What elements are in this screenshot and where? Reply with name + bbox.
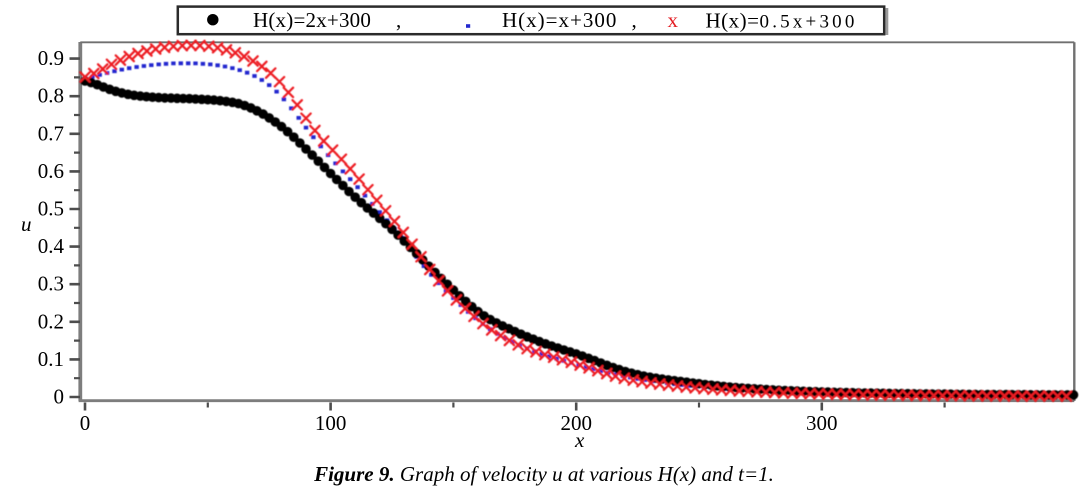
svg-text:0: 0 bbox=[80, 411, 91, 435]
svg-text:200: 200 bbox=[560, 411, 592, 435]
svg-text:u: u bbox=[21, 212, 32, 236]
svg-text:300: 300 bbox=[806, 411, 838, 435]
svg-text:0.8: 0.8 bbox=[38, 84, 64, 108]
svg-text:0.2: 0.2 bbox=[38, 309, 64, 333]
svg-text:x: x bbox=[668, 8, 679, 32]
svg-text:,: , bbox=[396, 8, 401, 32]
svg-text:0.6: 0.6 bbox=[38, 159, 64, 183]
svg-text:0.5: 0.5 bbox=[38, 197, 64, 221]
svg-text:,: , bbox=[632, 8, 637, 32]
svg-text:H(x)=0.5x+300: H(x)=0.5x+300 bbox=[706, 9, 858, 33]
svg-text:0.4: 0.4 bbox=[38, 234, 65, 258]
svg-text:H(x)=x+300: H(x)=x+300 bbox=[502, 8, 617, 32]
svg-text:Figure 9. Graph of velocity u: Figure 9. Graph of velocity u at various… bbox=[313, 462, 774, 486]
svg-text:x: x bbox=[574, 428, 585, 452]
svg-text:100: 100 bbox=[315, 411, 347, 435]
svg-text:0.9: 0.9 bbox=[38, 46, 64, 70]
svg-text:0.3: 0.3 bbox=[38, 272, 64, 296]
svg-text:0: 0 bbox=[54, 385, 65, 409]
svg-text:0.7: 0.7 bbox=[38, 121, 64, 145]
svg-text:0.1: 0.1 bbox=[38, 347, 64, 371]
svg-text:H(x)=2x+300: H(x)=2x+300 bbox=[253, 8, 371, 32]
